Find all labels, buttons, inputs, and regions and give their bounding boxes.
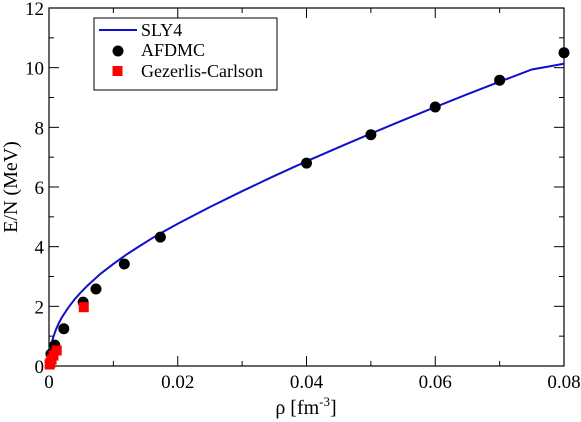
data-point-afdmc [365, 129, 377, 141]
data-point-afdmc [58, 323, 70, 335]
series-line-sly4 [48, 62, 565, 367]
ticks: 0 0.02 0.04 0.06 0.08 0 2 4 6 8 10 12 [25, 0, 581, 393]
x-tick-label: 0.02 [161, 372, 194, 393]
x-tick-label: 0 [44, 372, 54, 393]
data-point-afdmc [118, 258, 130, 270]
data-point-afdmc [154, 231, 166, 243]
y-tick-label: 0 [35, 357, 45, 378]
x-axis-title-exponent: -3 [319, 394, 330, 409]
y-tick-label: 6 [35, 178, 45, 199]
y-tick-label: 8 [35, 118, 45, 139]
legend: SLY4 AFDMC Gezerlis-Carlson [93, 17, 278, 91]
x-axis-title: ρ [fm-3] [275, 394, 336, 419]
data-point-gezerlis-carlson [51, 345, 62, 356]
y-axis-title: E/N (MeV) [0, 141, 22, 233]
x-tick-label: 0.08 [547, 372, 580, 393]
x-tick-label: 0.04 [290, 372, 324, 393]
legend-label-sly4: SLY4 [141, 20, 182, 40]
data-point-afdmc [429, 101, 441, 113]
y-tick-label: 2 [35, 297, 45, 318]
x-axis-title-close: ] [330, 397, 337, 419]
data-point-afdmc [558, 47, 570, 59]
y-tick-label: 12 [25, 0, 44, 20]
x-axis-title-main: ρ [fm [275, 397, 319, 419]
data-point-afdmc [494, 74, 506, 86]
y-tick-label: 10 [25, 59, 44, 80]
data-point-afdmc [301, 157, 312, 169]
y-tick-label: 4 [35, 238, 45, 259]
legend-label-gezerlis-carlson: Gezerlis-Carlson [141, 61, 263, 81]
data-point-gezerlis-carlson [48, 350, 59, 361]
data-point-afdmc [90, 283, 102, 295]
data-point-gezerlis-carlson [78, 302, 89, 313]
legend-swatch-gezerlis-carlson [112, 66, 123, 76]
legend-label-afdmc: AFDMC [141, 40, 205, 60]
legend-swatch-afdmc [112, 45, 124, 57]
series-layer [44, 47, 570, 370]
x-tick-label: 0.06 [419, 372, 452, 393]
